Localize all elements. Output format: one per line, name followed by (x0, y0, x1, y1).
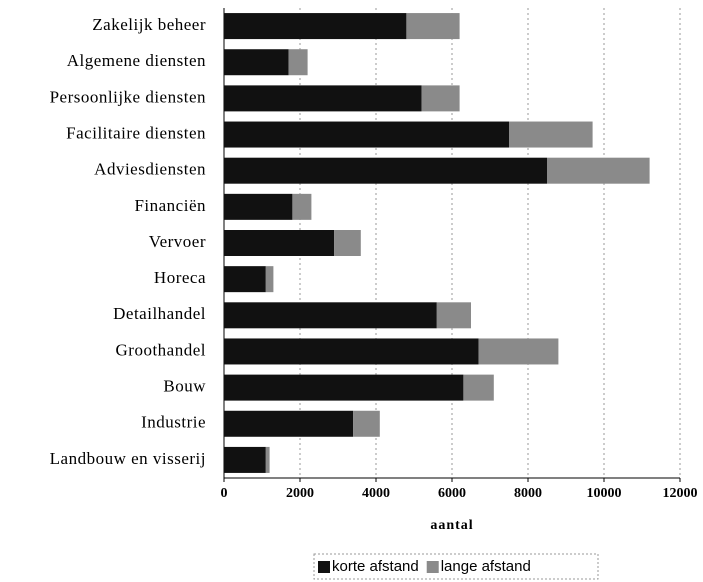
x-tick-label: 8000 (514, 486, 542, 501)
bar-segment (224, 193, 293, 220)
x-tick-label: 10000 (587, 486, 622, 501)
bar-segment (224, 230, 335, 256)
y-tick-label: Vervoer (149, 232, 206, 251)
bar-segment (265, 266, 274, 293)
y-tick-label: Bouw (163, 377, 206, 396)
y-tick-label: Algemene diensten (67, 51, 206, 70)
legend-swatch (426, 561, 439, 573)
bar-segment (224, 121, 509, 148)
y-tick-label: Facilitaire diensten (66, 123, 206, 142)
bar-segment (224, 13, 407, 40)
y-tick-label: Persoonlijke diensten (50, 87, 206, 106)
bar-segment (288, 49, 308, 76)
bar-segment (292, 193, 312, 220)
bar-segment (334, 230, 361, 256)
bar-segment (265, 446, 270, 473)
y-tick-label: Horeca (154, 268, 206, 287)
legend-label: lange afstand (441, 558, 531, 575)
y-tick-label: Detailhandel (113, 304, 206, 323)
bar-segment (224, 338, 479, 365)
bar-segment (421, 85, 460, 112)
bar-segment (463, 374, 494, 401)
y-tick-label: Adviesdiensten (94, 160, 206, 179)
bar-segment (478, 338, 559, 365)
bar-segment (224, 85, 422, 112)
bar-segment (224, 157, 547, 184)
bar-segment (224, 266, 266, 293)
bar-segment (224, 49, 289, 76)
bar-segment (224, 446, 266, 473)
bar-segment (224, 374, 464, 401)
x-tick-label: 12000 (663, 486, 698, 501)
y-tick-label: Groothandel (116, 340, 206, 359)
x-tick-label: 6000 (438, 486, 466, 501)
bar-segment (353, 410, 380, 437)
y-tick-label: Industrie (141, 413, 206, 432)
bar-segment (224, 302, 437, 329)
x-tick-label: 4000 (362, 486, 390, 501)
legend-swatch (318, 561, 330, 573)
y-tick-label: Zakelijk beheer (92, 15, 206, 34)
x-axis-title: aantal (430, 518, 473, 533)
y-tick-label: Landbouw en visserij (50, 449, 206, 468)
bar-segment (224, 410, 354, 437)
bar-segment (509, 121, 593, 148)
bar-segment (436, 302, 471, 329)
y-tick-label: Financiën (134, 196, 206, 215)
x-tick-label: 2000 (286, 486, 314, 501)
legend-box (313, 553, 599, 580)
legend-label: korte afstand (332, 558, 419, 575)
bar-segment (406, 13, 460, 40)
bar-segment (547, 157, 650, 184)
x-tick-label: 0 (221, 486, 228, 501)
